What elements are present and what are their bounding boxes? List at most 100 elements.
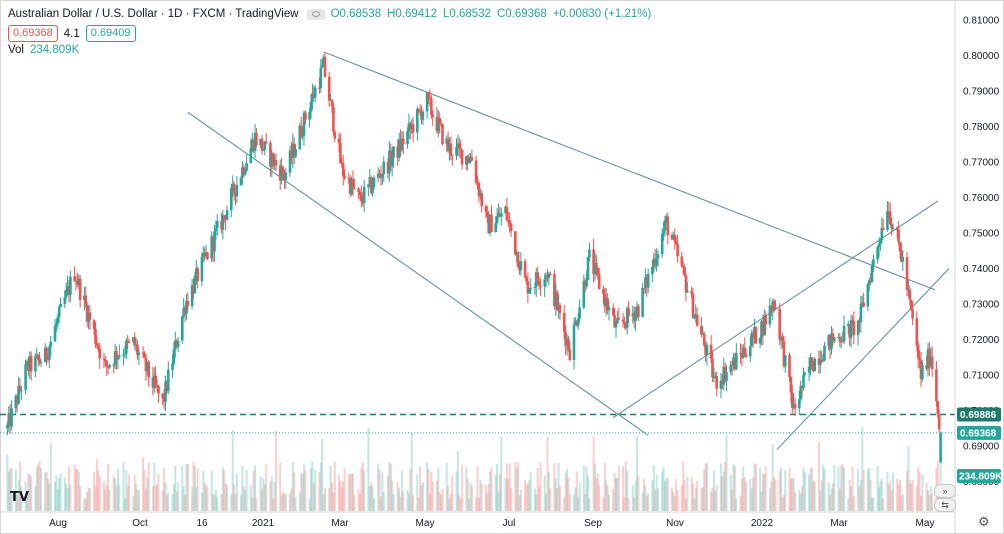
candle-body bbox=[196, 268, 199, 282]
volume-bar bbox=[739, 495, 742, 511]
price-tick-label: 0.69000 bbox=[963, 442, 1000, 453]
candle-body bbox=[104, 359, 107, 362]
candle-body bbox=[309, 102, 313, 112]
candle-body bbox=[936, 401, 940, 415]
volume-bar bbox=[17, 479, 20, 511]
candle-body bbox=[329, 99, 332, 101]
candle-body bbox=[781, 336, 784, 342]
volume-bar bbox=[177, 482, 180, 511]
volume-bar bbox=[651, 480, 654, 511]
candle-body bbox=[733, 357, 737, 370]
volume-bar bbox=[273, 481, 276, 511]
price-levels bbox=[0, 413, 955, 434]
buy-price-button[interactable]: 0.69409 bbox=[85, 25, 136, 42]
volume-bar bbox=[476, 465, 479, 511]
candle-body bbox=[596, 267, 600, 275]
candle-body bbox=[529, 287, 532, 290]
volume-bar bbox=[536, 468, 539, 511]
candle-body bbox=[937, 414, 941, 430]
reset-scale-icon[interactable]: ⇆ bbox=[934, 498, 956, 512]
volume-bar bbox=[338, 475, 340, 511]
candle-body bbox=[742, 347, 745, 358]
volume-bar bbox=[114, 478, 117, 511]
candle-body bbox=[554, 292, 558, 307]
volume-bar bbox=[533, 488, 536, 511]
sell-price-button[interactable]: 0.69368 bbox=[8, 25, 58, 42]
volume-bar bbox=[900, 495, 903, 511]
candle-body bbox=[547, 273, 551, 279]
candle-body bbox=[567, 338, 570, 350]
volume-bar bbox=[721, 476, 724, 511]
volume-bar bbox=[740, 478, 743, 511]
volume-bar bbox=[892, 472, 894, 511]
volume-bar bbox=[458, 495, 461, 511]
volume-bar bbox=[568, 493, 571, 511]
volume-bar bbox=[75, 468, 77, 511]
volume-bar bbox=[419, 466, 422, 511]
gear-icon[interactable]: ⚙ bbox=[978, 514, 990, 529]
candle-body bbox=[585, 280, 588, 287]
volume-bar bbox=[255, 497, 258, 511]
candle-body bbox=[425, 92, 429, 112]
volume-bar bbox=[703, 469, 706, 511]
candle-body bbox=[323, 56, 327, 77]
volume-bar bbox=[93, 472, 96, 511]
candle-body bbox=[420, 111, 423, 120]
candles bbox=[6, 52, 942, 463]
volume-bar bbox=[859, 479, 862, 511]
candle-body bbox=[141, 352, 145, 354]
candle-body bbox=[807, 367, 811, 373]
candle-body bbox=[87, 312, 90, 322]
candle-body bbox=[701, 333, 705, 335]
volume-bar bbox=[848, 479, 851, 511]
candle-body bbox=[55, 323, 58, 327]
candle-body bbox=[859, 303, 863, 323]
volume-bar bbox=[754, 464, 757, 511]
volume-bar bbox=[911, 479, 914, 511]
candle-body bbox=[683, 267, 686, 276]
candle-body bbox=[262, 149, 265, 151]
volume-bar bbox=[118, 484, 121, 511]
volume-bar bbox=[545, 493, 548, 511]
volume-bar bbox=[879, 480, 882, 511]
candle-body bbox=[583, 280, 587, 287]
candle-body bbox=[847, 323, 850, 326]
candle-body bbox=[214, 228, 218, 232]
volume-bar bbox=[195, 487, 198, 511]
candle-body bbox=[791, 392, 794, 408]
volume-bar bbox=[440, 494, 443, 511]
candle-body bbox=[764, 315, 767, 325]
volume-bar bbox=[66, 488, 69, 511]
scroll-to-realtime-icon[interactable]: » bbox=[934, 484, 956, 498]
volume-value: 234.809K bbox=[30, 44, 80, 56]
volume-bar bbox=[172, 484, 175, 511]
candle-body bbox=[809, 357, 812, 368]
candle-body bbox=[48, 346, 51, 360]
candle-body bbox=[446, 138, 450, 151]
candle-body bbox=[263, 141, 267, 150]
volume-bar bbox=[798, 490, 801, 511]
volume-bar bbox=[876, 465, 879, 511]
candle-body bbox=[784, 355, 787, 367]
volume-bar bbox=[10, 468, 13, 511]
symbol-title[interactable]: Australian Dollar / U.S. Dollar · 1D · F… bbox=[8, 8, 299, 20]
volume-bar bbox=[382, 492, 385, 511]
volume-bar bbox=[603, 463, 606, 511]
candle-body bbox=[651, 267, 654, 275]
candle-body bbox=[606, 298, 609, 311]
candle-body bbox=[280, 167, 283, 181]
candle-body bbox=[106, 366, 110, 368]
volume-bar bbox=[16, 494, 19, 511]
volume-bar bbox=[49, 442, 52, 511]
eye-icon[interactable] bbox=[306, 8, 325, 20]
volume-bar bbox=[567, 477, 570, 511]
candle-body bbox=[389, 150, 393, 167]
volume-bar bbox=[87, 488, 90, 511]
volume-legend: Vol 234.809K bbox=[8, 44, 85, 56]
candle-body bbox=[333, 131, 337, 139]
candle-body bbox=[406, 131, 409, 145]
volume-bar bbox=[505, 463, 508, 511]
volume-bar bbox=[459, 498, 462, 511]
volume-bar bbox=[30, 476, 33, 511]
